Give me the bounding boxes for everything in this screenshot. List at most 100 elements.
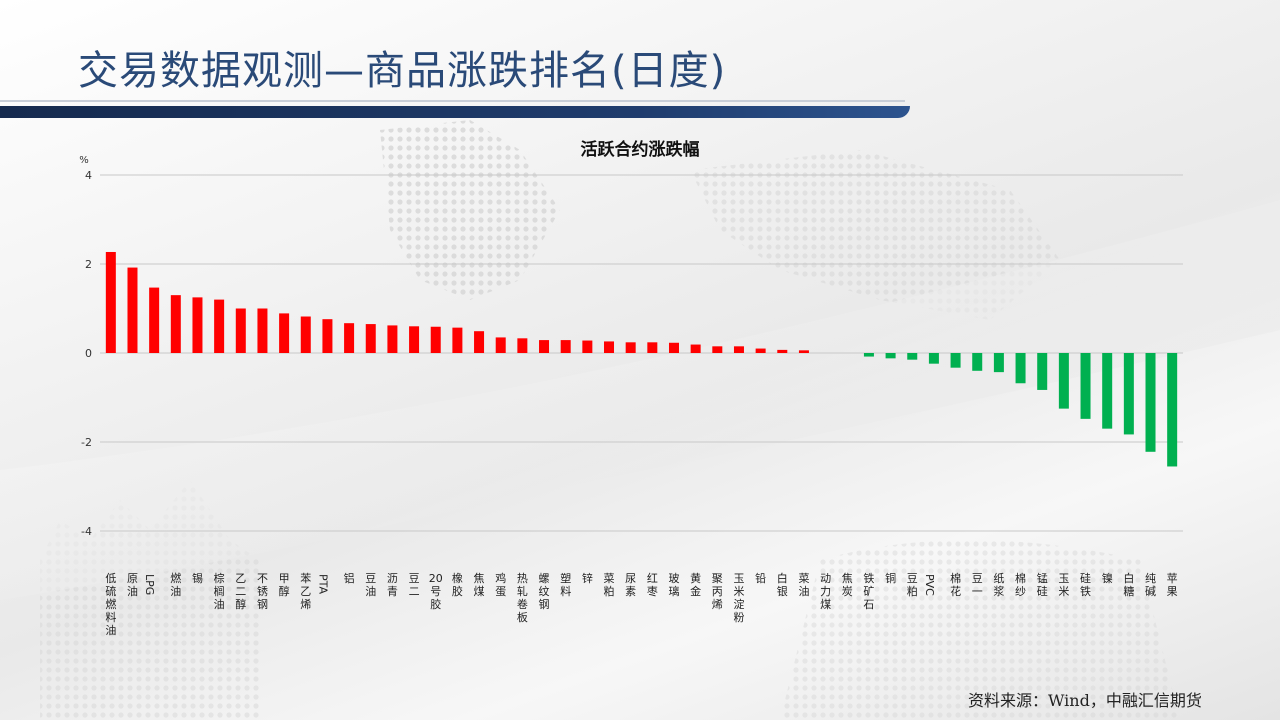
x-tick-label: 豆粕 bbox=[907, 572, 918, 598]
page-title: 交易数据观测—商品涨跌排名(日度) bbox=[78, 48, 727, 94]
x-tick-label: 尿素 bbox=[625, 572, 636, 598]
bar bbox=[712, 346, 723, 353]
x-tick-label: 棉纱 bbox=[1015, 571, 1026, 598]
bar bbox=[1145, 353, 1156, 452]
x-tick-label: 焦煤 bbox=[474, 572, 485, 598]
x-tick-label: 铁矿石 bbox=[863, 572, 874, 611]
x-tick-label: 橡胶 bbox=[452, 572, 463, 598]
x-tick-label: 锰硅 bbox=[1037, 571, 1048, 598]
x-tick-label: 豆一 bbox=[972, 572, 983, 598]
y-tick-label: 0 bbox=[85, 347, 92, 360]
y-tick-label: 4 bbox=[85, 169, 92, 182]
x-tick-label: 棉花 bbox=[950, 571, 961, 598]
bar bbox=[452, 327, 463, 353]
bar bbox=[235, 308, 246, 353]
chart-title: 活跃合约涨跌幅 bbox=[580, 140, 700, 160]
x-tick-label: 塑料 bbox=[560, 571, 571, 598]
x-tick-label: 苹果 bbox=[1167, 571, 1178, 598]
bar bbox=[798, 350, 809, 353]
x-tick-label: 原油 bbox=[127, 572, 138, 598]
y-tick-label: 2 bbox=[85, 258, 92, 271]
bar bbox=[972, 353, 983, 371]
x-tick-label: 玉米淀粉 bbox=[733, 572, 744, 624]
bar bbox=[1015, 353, 1026, 384]
bar bbox=[863, 353, 874, 357]
bar bbox=[214, 299, 225, 353]
bar bbox=[885, 353, 896, 359]
x-tick-label: 镍 bbox=[1102, 571, 1113, 585]
bar bbox=[322, 319, 333, 353]
x-tick-label: 纸浆 bbox=[993, 572, 1004, 598]
x-tick-label: 棕榈油 bbox=[214, 571, 225, 611]
bar bbox=[755, 348, 766, 353]
x-tick-label: 菜油 bbox=[798, 572, 809, 598]
bar bbox=[257, 308, 268, 353]
bar bbox=[105, 251, 116, 353]
y-axis-unit-label: % bbox=[79, 155, 89, 166]
x-tick-label: 白银 bbox=[777, 571, 788, 598]
y-tick-label: -2 bbox=[81, 436, 92, 449]
bar bbox=[604, 341, 615, 353]
x-tick-label: PVC bbox=[923, 574, 936, 596]
x-tick-label: 玻璃 bbox=[668, 572, 679, 598]
x-tick-label: 锡 bbox=[192, 571, 203, 585]
x-tick-label: 甲醇 bbox=[279, 572, 290, 598]
bar bbox=[928, 353, 939, 364]
x-tick-label: 锌 bbox=[582, 571, 593, 585]
bar bbox=[993, 353, 1004, 373]
x-tick-label: 螺纹钢 bbox=[539, 572, 550, 611]
bar bbox=[1102, 353, 1113, 429]
bar bbox=[474, 331, 485, 353]
bar bbox=[279, 313, 290, 353]
bar bbox=[300, 316, 311, 353]
y-tick-label: -4 bbox=[81, 525, 92, 538]
bar bbox=[495, 337, 506, 353]
x-tick-label: PTA bbox=[316, 574, 329, 594]
x-tick-label: 聚丙烯 bbox=[712, 572, 723, 611]
bar bbox=[344, 323, 355, 353]
bar bbox=[170, 295, 181, 353]
bar bbox=[560, 340, 571, 353]
x-tick-label: 豆油 bbox=[365, 572, 376, 598]
bar bbox=[733, 346, 744, 353]
x-tick-label: 铜 bbox=[885, 571, 896, 585]
x-tick-label: 菜粕 bbox=[604, 572, 615, 598]
bar bbox=[430, 326, 441, 353]
x-tick-label: 鸡蛋 bbox=[495, 571, 506, 598]
bar bbox=[517, 338, 528, 353]
bar bbox=[582, 340, 593, 353]
bar bbox=[777, 349, 788, 353]
bar bbox=[1058, 353, 1069, 409]
x-tick-label: 乙二醇 bbox=[235, 572, 246, 611]
bar bbox=[149, 287, 160, 353]
y-axis-ticks: 4 2 0 -2 -4 bbox=[81, 169, 92, 538]
bar bbox=[192, 297, 203, 353]
x-tick-label: 铅 bbox=[755, 571, 766, 585]
x-axis-labels: 低硫燃料油原油 LPG 燃油锡 棕榈油乙二醇不锈钢甲醇苯乙烯 PTA 铝豆油沥青豆二 20 号… bbox=[105, 571, 1177, 637]
title-underline bbox=[0, 100, 905, 102]
x-tick-label: 黄金 bbox=[690, 571, 701, 598]
x-tick-label: 不锈钢 bbox=[257, 572, 268, 611]
x-tick-label: 纯碱 bbox=[1145, 572, 1156, 598]
bar bbox=[365, 324, 376, 353]
x-tick-label: 铝 bbox=[344, 571, 355, 585]
bar bbox=[539, 340, 550, 353]
source-note: 资料来源：Wind，中融汇信期货 bbox=[968, 691, 1202, 710]
x-tick-label: 焦炭 bbox=[842, 572, 853, 598]
bars bbox=[105, 251, 1178, 467]
x-tick-label: 燃油 bbox=[170, 571, 181, 598]
bar bbox=[1037, 353, 1048, 390]
x-tick-label: 苯乙烯 bbox=[300, 571, 311, 611]
x-tick-label: 玉米 bbox=[1058, 572, 1069, 598]
bar bbox=[690, 344, 701, 353]
x-tick-label: 红枣 bbox=[647, 572, 658, 598]
x-tick-label: 热轧卷板 bbox=[517, 572, 528, 624]
x-tick-label: 白糖 bbox=[1123, 571, 1134, 598]
x-tick-label: 豆二 bbox=[409, 572, 420, 598]
x-tick-label: 沥青 bbox=[387, 572, 398, 598]
x-tick-label: 20 号胶 bbox=[429, 572, 443, 611]
x-tick-label: 动力煤 bbox=[820, 572, 831, 611]
bar bbox=[950, 353, 961, 368]
